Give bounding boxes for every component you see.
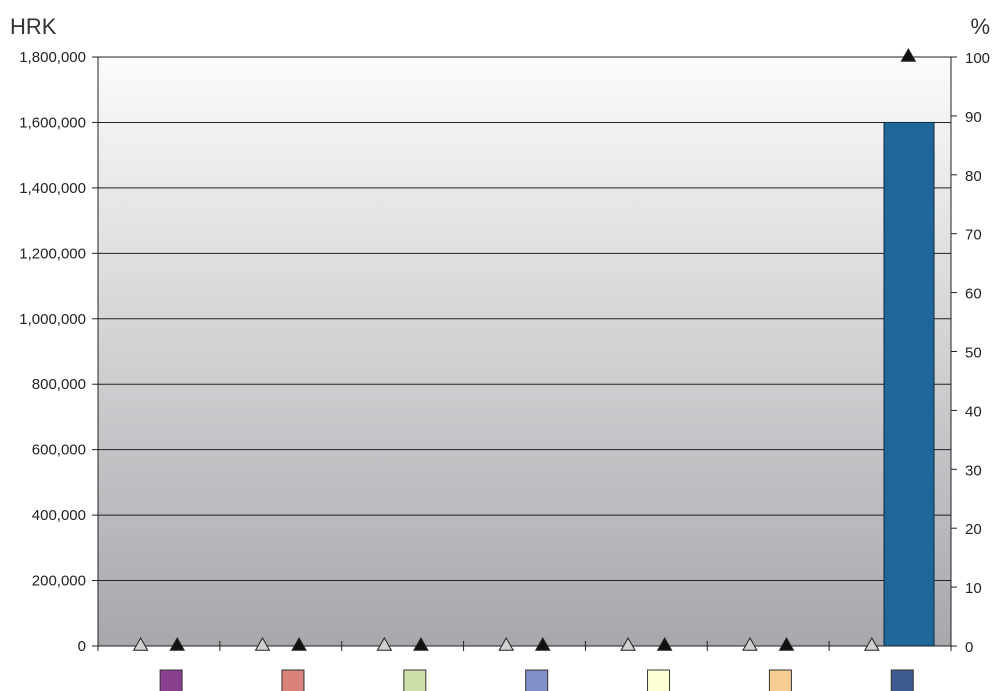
- marker-filled: [900, 47, 917, 62]
- marker-filled: [534, 636, 551, 651]
- plot-area: [98, 57, 951, 646]
- y-left-tick-label: 1,600,000: [19, 114, 86, 131]
- legend-swatch: [647, 669, 671, 691]
- y-right-tick-label: 0: [965, 639, 973, 656]
- marker-filled: [778, 636, 795, 651]
- y-right-tick-label: 100: [965, 50, 990, 67]
- marker-open: [254, 636, 271, 651]
- marker-open: [863, 636, 880, 651]
- y-left-tick-label: 1,400,000: [19, 180, 86, 197]
- y-right-tick-label: 90: [965, 109, 982, 126]
- gridlines: [98, 56, 951, 582]
- bar-series: [883, 121, 935, 647]
- y-right-unit-label: %: [970, 14, 990, 39]
- marker-series: [132, 47, 917, 651]
- y-right-tick-label: 50: [965, 345, 982, 362]
- marker-filled: [291, 636, 307, 651]
- legend-swatch: [403, 669, 427, 691]
- y-left-unit-label: HRK: [10, 14, 57, 39]
- marker-filled: [169, 636, 186, 651]
- y-right-tick-label: 80: [965, 168, 982, 185]
- marker-open: [620, 636, 636, 651]
- y-right-tick-label: 40: [965, 403, 982, 420]
- legend-swatch: [159, 669, 183, 691]
- marker-open: [498, 636, 515, 651]
- marker-open: [742, 636, 758, 651]
- marker-filled: [656, 636, 673, 651]
- y-right-tick-label: 20: [965, 521, 982, 538]
- legend-swatch: [890, 669, 914, 691]
- y-left-tick-label: 1,000,000: [19, 311, 86, 328]
- marker-filled: [413, 636, 429, 651]
- marker-open: [376, 636, 393, 651]
- marker-open: [132, 636, 149, 651]
- y-right-tick-label: 30: [965, 462, 982, 479]
- y-left-tick-label: 400,000: [32, 507, 86, 524]
- y-left-tick-label: 200,000: [32, 573, 86, 590]
- y-left-tick-label: 1,800,000: [19, 49, 86, 66]
- legend-swatch: [525, 669, 549, 691]
- y-right-tick-label: 10: [965, 580, 982, 597]
- legend-swatch: [281, 669, 305, 691]
- y-left-tick-label: 1,200,000: [19, 245, 86, 262]
- bar: [883, 121, 935, 647]
- y-right-tick-label: 70: [965, 227, 982, 244]
- y-left-tick-label: 600,000: [32, 442, 86, 459]
- legend-swatches: [159, 669, 914, 691]
- y-left-tick-label: 0: [78, 638, 86, 655]
- y-left-tick-label: 800,000: [32, 376, 86, 393]
- y-right-tick-label: 60: [965, 286, 982, 303]
- legend-swatch: [768, 669, 792, 691]
- axes: 0 200,000 400,000 600,000 800,000 1,000,000 1,…: [19, 49, 990, 656]
